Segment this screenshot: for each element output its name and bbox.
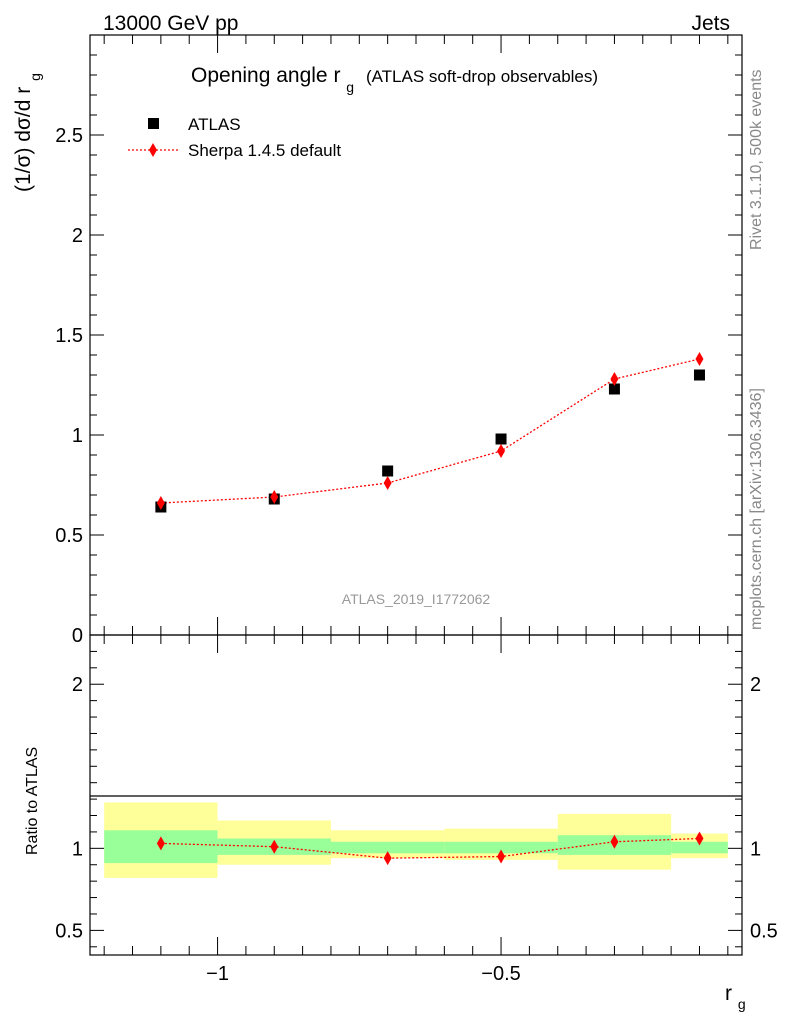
header-right-label: Jets [691,12,730,35]
ratio-ytick-label-right: 0.5 [750,920,778,942]
ratio-sherpa-point [156,836,165,851]
main-title: Opening angle r g (ATLAS soft-drop obser… [191,64,598,97]
main-ytick-label: 0.5 [55,525,83,547]
main-ylabel: (1/σ) dσ/d r g [12,73,43,192]
sherpa-point [156,496,165,510]
sherpa-point [497,444,506,458]
sherpa-line [160,358,700,504]
ratio-ytick-label-left: 0.5 [55,920,83,942]
main-axis-ticks [90,35,742,636]
ratio-xtick-label: −1 [206,963,229,985]
main-ytick-label: 1.5 [55,325,83,347]
ratio-xtick-label: −0.5 [481,963,520,985]
ratio-inner-band [444,841,558,854]
ratio-frame [89,634,743,956]
ratio-inner-band [330,841,445,854]
ratio-xtick-labels: −1 −0.5 [206,963,521,985]
ratio-ytick-label-right: 1 [750,838,761,860]
ratio-panel: 0.5 0.5 1 1 2 2 −1 −0.5 Ratio to ATLAS r g [24,634,778,1012]
header-left-label: 13000 GeV pp [103,12,238,35]
ratio-ylabel: Ratio to ATLAS [24,747,41,855]
ratio-ytick-label-left: 1 [72,838,83,860]
ratio-xlabel-text: r [725,982,732,1005]
sherpa-point [383,476,392,490]
ratio-sherpa-line [160,837,700,859]
ratio-sherpa-point [695,831,704,846]
ratio-sherpa-point [610,834,619,849]
main-ytick-label: 0 [72,625,83,647]
ratio-inner-band [671,841,728,854]
sherpa-point [695,352,704,366]
ratio-ytick-label-left: 2 [72,674,83,696]
ratio-axis-ticks [90,635,742,955]
ratio-ytick-labels: 0.5 0.5 1 1 2 2 [55,674,778,942]
main-ytick-labels: 0 0.5 1 1.5 2 2.5 [55,125,83,647]
mcplots-label: mcplots.cern.ch [arXiv:1306.3436] [748,388,765,630]
rivet-label: Rivet 3.1.10, 500k events [748,69,765,250]
atlas-point [608,383,620,395]
ratio-data-marks [156,831,704,866]
legend-sherpa-marker [149,143,157,157]
ratio-ytick-label-right: 2 [750,674,761,696]
ratio-xlabel-subscript: g [738,996,746,1012]
main-title-subscript: g [346,79,354,95]
ratio-bands [104,802,728,878]
legend-atlas-marker [148,118,159,129]
ratio-sherpa-point [383,851,392,866]
legend: ATLAS Sherpa 1.4.5 default [128,115,341,160]
analysis-watermark: ATLAS_2019_I1772062 [342,591,491,607]
ratio-sherpa-point [270,839,279,854]
main-title-text: Opening angle r [191,64,340,87]
main-ytick-label: 2.5 [55,125,83,147]
main-ytick-label: 1 [72,425,83,447]
sherpa-point [270,490,279,504]
main-ylabel-subscript: g [27,73,43,81]
ratio-sherpa-point [497,849,506,864]
legend-sherpa-label: Sherpa 1.4.5 default [188,141,341,160]
atlas-point [382,465,394,477]
ratio-xlabel: r g [725,982,746,1012]
atlas-point [693,369,705,381]
main-data-marks [155,352,705,513]
main-ytick-label: 2 [72,225,83,247]
main-panel: Opening angle r g (ATLAS soft-drop obser… [12,34,743,647]
main-ylabel-text: (1/σ) dσ/d r [12,87,35,192]
atlas-point [495,433,507,445]
sherpa-point [610,372,619,386]
legend-atlas-label: ATLAS [188,115,241,134]
main-title-note: (ATLAS soft-drop observables) [366,67,598,86]
